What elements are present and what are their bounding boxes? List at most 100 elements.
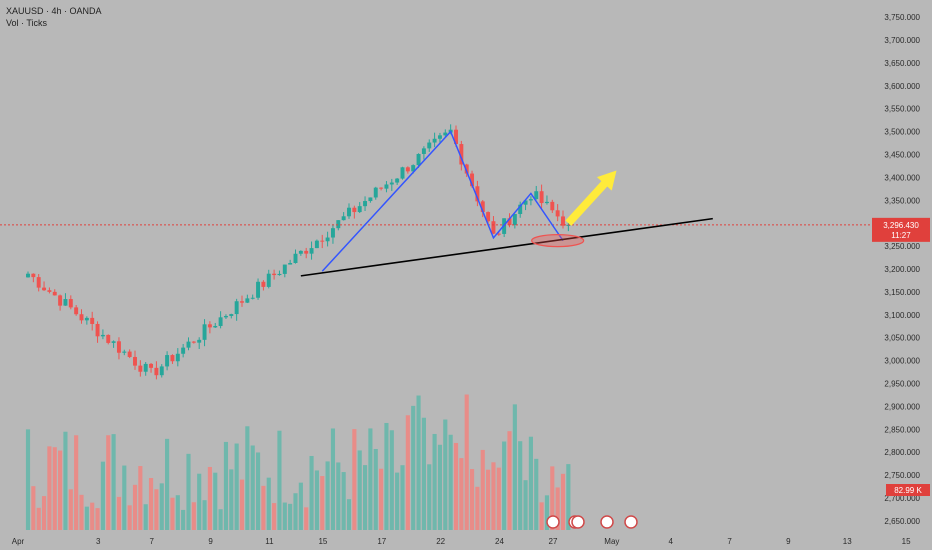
volume-bar xyxy=(405,415,410,530)
volume-bar xyxy=(154,489,159,530)
candle xyxy=(223,315,228,318)
volume-bar xyxy=(58,450,63,530)
volume-bar xyxy=(63,431,68,530)
candle xyxy=(159,366,164,376)
volume-bar xyxy=(314,470,319,530)
candle xyxy=(389,182,394,185)
candle xyxy=(282,264,287,274)
candle xyxy=(127,351,132,357)
volume-bar xyxy=(41,496,47,530)
candle xyxy=(165,355,170,367)
candle xyxy=(379,187,384,189)
candle xyxy=(293,253,298,263)
volume-bar xyxy=(229,469,234,530)
last-price-badge xyxy=(872,217,930,242)
volume-bar xyxy=(255,452,261,530)
volume-bar xyxy=(250,445,255,530)
candle xyxy=(277,273,282,276)
volume-bar xyxy=(357,450,362,530)
volume-bar xyxy=(234,443,239,530)
candle xyxy=(31,273,36,278)
volume-bar xyxy=(560,473,566,530)
candle xyxy=(197,339,202,343)
candle xyxy=(395,178,400,183)
candle xyxy=(266,273,271,287)
volume-bar xyxy=(437,444,443,530)
y-axis-tick-label: 3,650.000 xyxy=(884,59,920,68)
volume-bar xyxy=(379,468,384,530)
candle xyxy=(309,248,314,254)
volume-bar xyxy=(293,493,298,530)
volume-bar xyxy=(148,477,154,530)
candle xyxy=(421,148,426,154)
candle xyxy=(74,307,79,315)
volume-bar xyxy=(512,404,517,530)
volume-bar xyxy=(352,429,357,530)
candle xyxy=(68,299,73,308)
candle xyxy=(95,323,100,337)
candle xyxy=(90,317,95,324)
volume-bar xyxy=(389,430,394,530)
volume-bar xyxy=(36,507,41,530)
y-axis-tick-label: 3,200.000 xyxy=(884,265,920,274)
candle xyxy=(347,207,351,217)
volume-bar xyxy=(213,472,218,530)
x-axis-tick-label: 7 xyxy=(150,537,155,546)
volume-bar xyxy=(159,483,164,530)
volume-bar xyxy=(282,502,287,530)
candle xyxy=(357,206,362,213)
candle xyxy=(443,132,448,136)
volume-bar xyxy=(304,507,309,530)
candle xyxy=(181,347,186,354)
volume-bar xyxy=(469,469,475,530)
volume-bar xyxy=(550,466,555,530)
us-flag-event-icon[interactable] xyxy=(571,515,585,529)
y-axis-tick-label: 2,950.000 xyxy=(884,379,920,388)
volume-bar xyxy=(245,426,250,530)
candle xyxy=(352,207,357,213)
volume-bar xyxy=(368,428,373,530)
candle xyxy=(544,201,549,204)
volume-bar xyxy=(384,422,389,530)
last-price-countdown: 11:27 xyxy=(891,231,911,240)
volume-bar xyxy=(132,484,138,530)
x-axis-tick-label: 11 xyxy=(265,537,274,546)
us-flag-event-icon[interactable] xyxy=(600,515,614,529)
candle xyxy=(330,228,335,238)
candle xyxy=(234,301,239,315)
volume-bar xyxy=(95,508,100,530)
y-axis-tick-label: 2,850.000 xyxy=(884,425,920,434)
candle xyxy=(314,240,319,249)
candle xyxy=(528,199,533,201)
volume-indicator-label[interactable]: Vol · Ticks xyxy=(6,18,48,28)
x-axis-tick-label: 22 xyxy=(436,537,445,546)
volume-bar xyxy=(330,428,336,530)
volume-bar xyxy=(127,505,132,530)
candle xyxy=(116,341,121,353)
candle xyxy=(58,295,63,306)
candle xyxy=(218,317,223,326)
candle xyxy=(143,363,148,372)
y-axis-tick-label: 3,700.000 xyxy=(884,36,920,45)
volume-bar xyxy=(373,448,378,530)
volume-bar xyxy=(416,395,421,530)
volume-bar xyxy=(239,479,245,530)
candle xyxy=(325,237,330,242)
us-flag-event-icon[interactable] xyxy=(546,515,560,529)
candle xyxy=(250,297,255,299)
candle xyxy=(122,351,127,353)
x-axis-tick-label: 15 xyxy=(902,537,911,546)
volume-bar xyxy=(90,502,95,530)
candle xyxy=(518,204,523,215)
candle xyxy=(400,167,405,179)
volume-bar xyxy=(197,473,202,530)
y-axis-tick-label: 3,350.000 xyxy=(884,196,920,205)
volume-badge xyxy=(886,484,930,496)
candle xyxy=(534,191,539,200)
us-flag-event-icon[interactable] xyxy=(624,515,638,529)
volume-bar xyxy=(528,436,533,530)
volume-bar xyxy=(116,496,122,530)
volume-bar xyxy=(52,447,57,530)
